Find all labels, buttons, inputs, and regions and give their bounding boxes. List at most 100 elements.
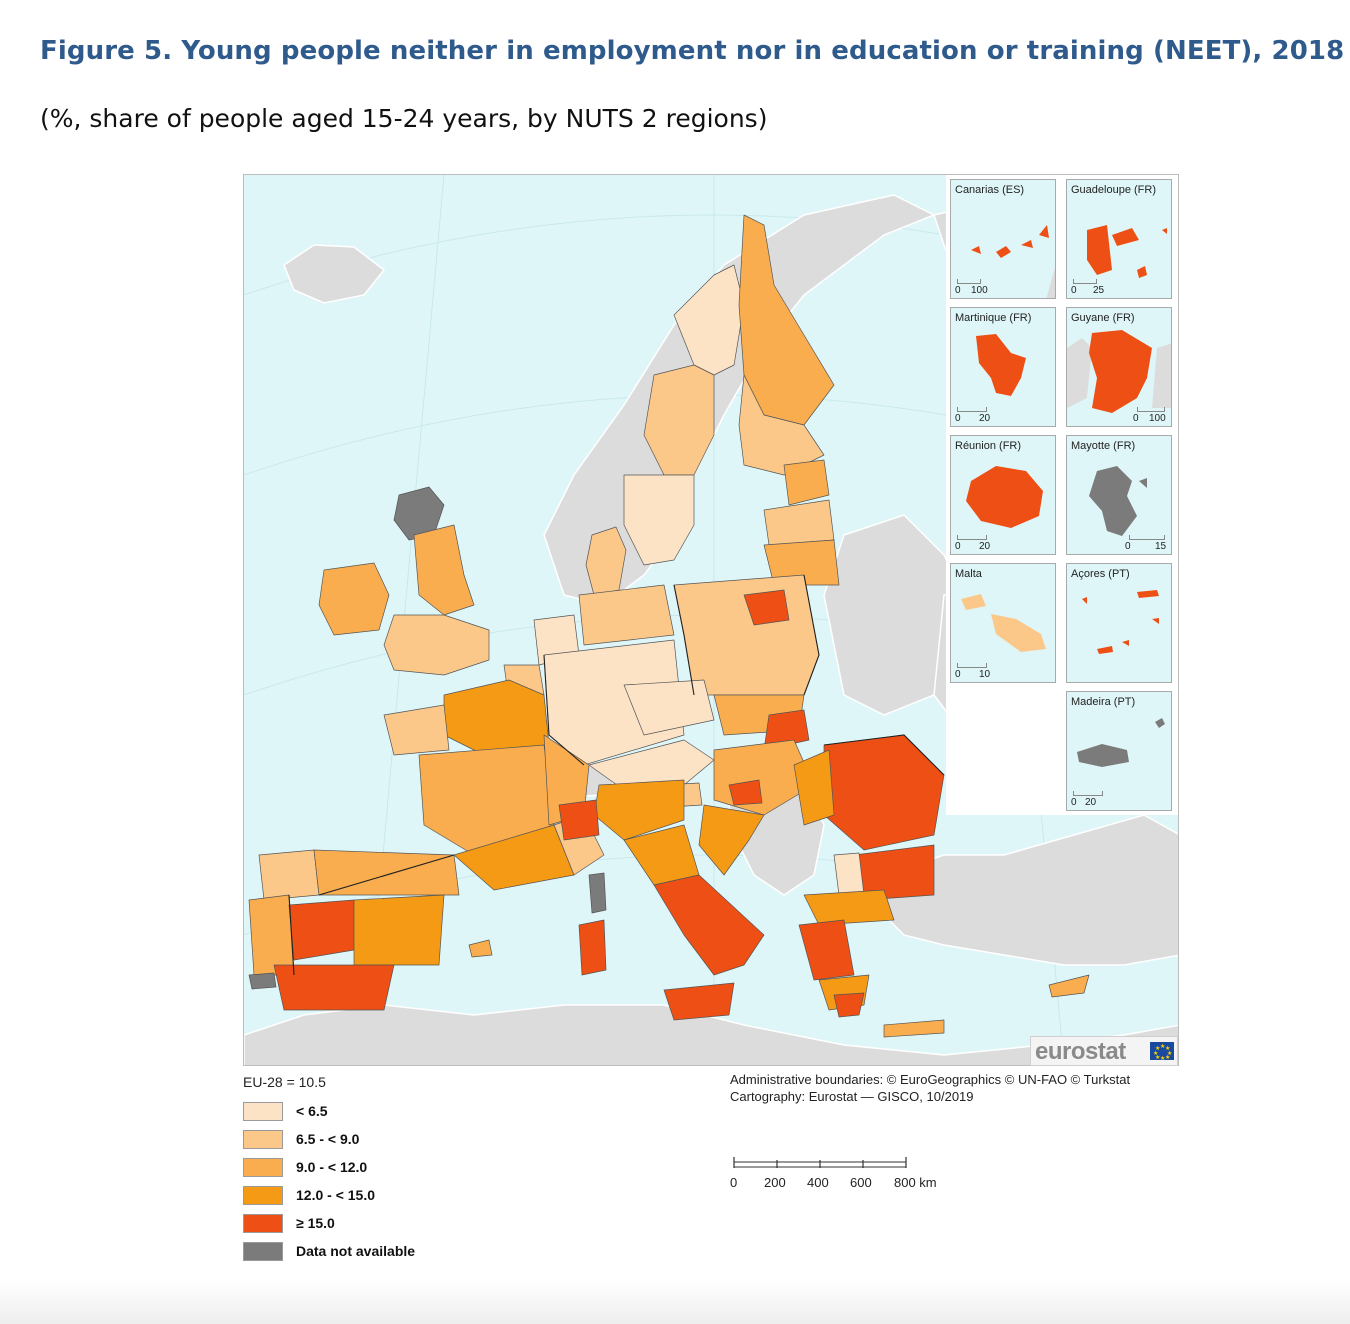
legend-label: 9.0 - < 12.0 (296, 1159, 368, 1175)
scale-max: 10 (979, 669, 991, 680)
inset-label: Canarias (ES) (955, 184, 1025, 196)
inset-guadeloupe: Guadeloupe (FR) 0 25 (1066, 179, 1172, 299)
region-ireland (318, 562, 390, 636)
figure-title: Figure 5. Young people neither in employ… (40, 36, 1345, 66)
region-poland (673, 574, 820, 696)
inset-shape (1089, 466, 1147, 536)
region-north-finland (738, 214, 835, 426)
region-cyprus (1048, 974, 1090, 998)
legend-swatch (243, 1102, 283, 1121)
region-romania-west (793, 749, 835, 826)
legend-swatch (243, 1186, 283, 1205)
scale-bar (1137, 407, 1165, 412)
region-estonia (783, 459, 830, 506)
map-scale-bar (733, 1157, 907, 1168)
inset-shape (1082, 590, 1159, 654)
legend-label: < 6.5 (296, 1103, 328, 1119)
scale-bar (957, 279, 981, 284)
map-frame: Canarias (ES) 0 100 Guadeloupe (FR) 0 25… (243, 174, 1179, 1066)
legend-swatch (243, 1242, 283, 1261)
region-czechia (623, 679, 715, 736)
region-south-england (383, 614, 490, 676)
inset-martinique: Martinique (FR) 0 20 (950, 307, 1056, 427)
legend-label: 6.5 - < 9.0 (296, 1131, 360, 1147)
legend-swatch (243, 1130, 283, 1149)
scale-zero: 0 (955, 669, 961, 680)
region-galicia (258, 849, 320, 901)
cartography-credit: Cartography: Eurostat — GISCO, 10/2019 (730, 1089, 974, 1104)
region-crete (883, 1019, 945, 1038)
region-sardinia (578, 919, 607, 976)
scale-zero: 0 (955, 541, 961, 552)
legend-swatch (243, 1214, 283, 1233)
region-slovakia-east (763, 709, 810, 751)
inset-label: Réunion (FR) (955, 440, 1022, 452)
inset-canarias: Canarias (ES) 0 100 (950, 179, 1056, 299)
legend-label: 12.0 - < 15.0 (296, 1187, 376, 1203)
scale-bar (1129, 535, 1165, 540)
region-france-north (443, 679, 550, 756)
inset-shape (971, 225, 1055, 298)
region-germany-north (578, 584, 675, 646)
region-castilla (288, 899, 355, 961)
region-italy-south (653, 874, 765, 976)
inset-guyane: Guyane (FR) 0 100 (1066, 307, 1172, 427)
inset-reunion: Réunion (FR) 0 20 (950, 435, 1056, 555)
eu-average-label: EU-28 = 10.5 (243, 1074, 326, 1090)
north-africa (244, 1004, 1178, 1065)
scale-max: 100 (1149, 413, 1166, 424)
scale-zero: 0 (1133, 413, 1139, 424)
inset-malta: Malta 0 10 (950, 563, 1056, 683)
inset-label: Guyane (FR) (1071, 312, 1135, 324)
region-andalusia (273, 964, 395, 1011)
legend-label: Data not available (296, 1243, 416, 1259)
inset-shape (1067, 330, 1171, 413)
region-lithuania (763, 539, 840, 586)
inset-shape (966, 466, 1043, 528)
region-croatia-north (728, 779, 763, 806)
inset-mayotte: Mayotte (FR) 0 15 (1066, 435, 1172, 555)
region-north-england (413, 524, 475, 616)
inset-shape (1077, 718, 1165, 767)
region-poland-east (743, 589, 790, 626)
scale-label: 600 (850, 1175, 872, 1190)
scale-label: 200 (764, 1175, 786, 1190)
scale-max: 25 (1093, 285, 1105, 296)
inset-shape (1087, 225, 1167, 278)
region-bulgaria-sw (833, 852, 865, 896)
inset-label: Guadeloupe (FR) (1071, 184, 1156, 196)
scale-bar (957, 407, 987, 412)
scale-zero: 0 (1125, 541, 1131, 552)
inset-label: Madeira (PT) (1071, 696, 1136, 708)
inset-label: Açores (PT) (1071, 568, 1130, 580)
scale-label: 800 km (894, 1175, 937, 1190)
region-greece-west (798, 919, 855, 981)
inset-label: Mayotte (FR) (1071, 440, 1136, 452)
scale-zero: 0 (955, 285, 961, 296)
legend-swatch (243, 1158, 283, 1177)
region-balearic (468, 939, 493, 958)
scale-bar (957, 535, 987, 540)
region-corsica (588, 872, 607, 914)
logo-text: eurostat (1035, 1038, 1126, 1065)
figure-subtitle: (%, share of people aged 15-24 years, by… (40, 104, 768, 133)
region-romania (823, 734, 945, 851)
region-sweden-mid (643, 364, 715, 476)
inset-shape (961, 594, 1046, 652)
inset-label: Malta (955, 568, 982, 580)
inset-azores: Açores (PT) (1066, 563, 1172, 683)
scale-max: 20 (1085, 797, 1097, 808)
region-attica (833, 992, 865, 1018)
scale-zero: 0 (1071, 797, 1077, 808)
scale-max: 20 (979, 541, 991, 552)
region-croatia (698, 804, 765, 876)
region-spain-east (353, 894, 445, 966)
region-sweden-south (623, 474, 695, 566)
scale-max: 20 (979, 413, 991, 424)
scale-zero: 0 (1071, 285, 1077, 296)
scale-label: 0 (730, 1175, 738, 1190)
iceland (283, 244, 386, 304)
scale-label: 400 (807, 1175, 829, 1190)
eurostat-logo: eurostat ★ ★ ★ ★ ★ ★ ★ ★ (1030, 1036, 1178, 1066)
turkey (883, 814, 1178, 966)
